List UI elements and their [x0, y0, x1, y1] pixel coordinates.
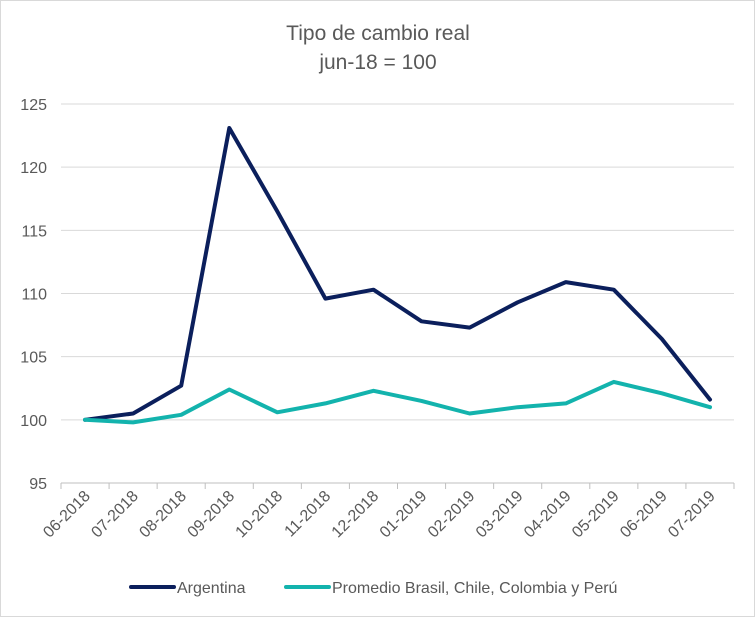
x-tick-label: 03-2019	[473, 488, 527, 542]
x-tick-label: 11-2018	[282, 488, 335, 541]
chart-title: Tipo de cambio real	[286, 22, 470, 45]
x-tick-label: 06-2018	[40, 488, 94, 542]
series-line-argentina	[83, 126, 712, 422]
x-tick-label: 07-2019	[665, 488, 719, 542]
x-tick-label: 10-2018	[233, 488, 287, 542]
series-lines	[83, 126, 712, 425]
x-tick-label: 12-2018	[329, 488, 383, 542]
x-tick-label: 06-2019	[617, 488, 671, 542]
x-tick-label: 02-2019	[425, 488, 479, 542]
y-tick-label: 95	[29, 476, 47, 493]
x-tick-label: 09-2018	[185, 488, 239, 542]
x-tick-label: 01-2019	[377, 488, 431, 542]
y-tick-label: 115	[21, 223, 47, 240]
x-tick-label: 04-2019	[521, 488, 575, 542]
legend: Argentina Promedio Brasil, Chile, Colombi…	[129, 580, 617, 597]
y-tick-label: 110	[21, 287, 47, 304]
legend-label: Argentina	[177, 580, 246, 597]
x-tick-label: 07-2018	[88, 488, 142, 542]
axes: 95 100 105 110 115 120 125 06-201807-201808-201…	[20, 97, 735, 542]
legend-label: Promedio Brasil, Chile, Colombia y Perú	[332, 580, 617, 597]
y-tick-label: 125	[20, 97, 47, 114]
x-tick-label: 05-2019	[569, 488, 623, 542]
x-tick-label: 08-2018	[136, 488, 190, 542]
y-tick-label: 120	[20, 160, 47, 177]
y-tick-label: 105	[20, 350, 47, 367]
y-tick-label: 100	[20, 413, 47, 430]
gridlines	[61, 103, 734, 421]
series-line-promedio	[83, 379, 712, 425]
chart-subtitle: jun-18 = 100	[318, 51, 436, 74]
